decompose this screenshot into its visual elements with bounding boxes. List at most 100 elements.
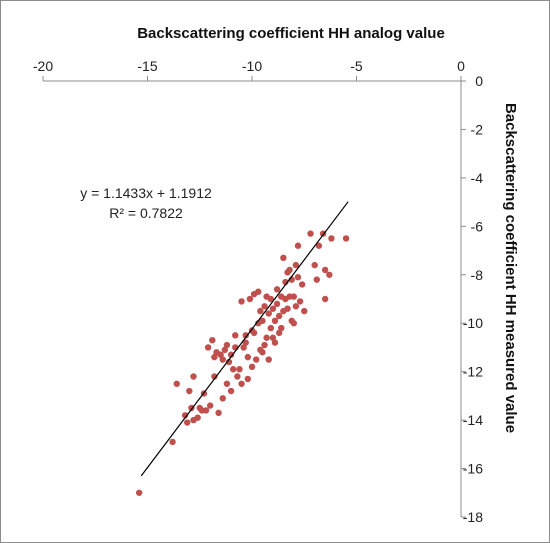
data-point	[227, 387, 235, 395]
data-point	[294, 274, 302, 281]
data-point	[284, 305, 291, 312]
data-point	[321, 266, 329, 274]
data-point	[215, 409, 222, 417]
data-point	[321, 295, 329, 303]
data-point	[211, 373, 218, 380]
data-point	[307, 230, 314, 237]
data-point	[286, 266, 293, 274]
x-axis-title: Backscattering coefficient HH analog val…	[137, 25, 445, 42]
data-point	[225, 358, 233, 366]
data-point	[202, 407, 210, 414]
data-point	[181, 412, 189, 419]
data-point	[219, 395, 226, 402]
y-axis-title: Backscattering coefficient HH measured v…	[502, 103, 519, 433]
trendline-equation: y = 1.1433x + 1.1912	[80, 185, 212, 201]
data-point	[269, 334, 277, 341]
data-point	[250, 329, 258, 337]
y-tick-label: -4	[471, 170, 484, 186]
data-point	[315, 242, 323, 249]
y-tick-label: -12	[463, 364, 483, 380]
data-point	[273, 300, 281, 308]
data-point	[257, 307, 264, 315]
data-point	[271, 339, 279, 346]
data-point	[273, 286, 281, 293]
data-point	[311, 261, 318, 269]
y-tick-label: -16	[463, 461, 483, 477]
y-tick-label: -10	[463, 315, 483, 331]
data-point	[219, 356, 226, 363]
data-point	[294, 242, 302, 249]
data-points	[135, 230, 350, 496]
data-point	[269, 305, 277, 312]
data-point	[246, 295, 254, 303]
data-point	[259, 349, 266, 356]
trendline-r-squared: R² = 0.7822	[109, 205, 183, 221]
data-point	[248, 363, 256, 371]
x-tick-label: -15	[137, 58, 157, 74]
x-tick-label: 0	[457, 58, 465, 74]
y-tick-label: -6	[471, 218, 484, 234]
data-point	[240, 344, 247, 351]
data-point	[267, 324, 275, 332]
data-point	[328, 235, 335, 242]
data-point	[265, 356, 272, 363]
data-point	[194, 414, 201, 421]
y-tick-label: -8	[471, 267, 484, 283]
y-tick-label: -14	[463, 412, 483, 428]
x-tick-label: -20	[33, 58, 53, 74]
data-point	[223, 380, 231, 387]
data-point	[244, 375, 252, 383]
data-point	[292, 303, 300, 310]
data-point	[184, 419, 191, 426]
data-point	[232, 332, 239, 339]
data-point	[135, 489, 143, 496]
y-tick-label: 0	[475, 73, 483, 89]
data-point	[173, 380, 180, 387]
data-point	[234, 373, 241, 380]
data-point	[280, 254, 287, 262]
x-tick-label: -10	[242, 58, 262, 74]
data-point	[263, 334, 270, 341]
y-tick-label: -18	[463, 509, 483, 525]
x-tick-label: -5	[350, 58, 363, 74]
data-point	[255, 288, 262, 295]
data-point	[342, 235, 350, 242]
data-point	[261, 341, 268, 349]
data-point	[186, 387, 193, 395]
data-point	[190, 373, 197, 380]
trendline	[140, 201, 349, 477]
data-point	[217, 351, 224, 358]
data-point	[169, 438, 176, 446]
data-point	[292, 261, 300, 269]
data-point	[227, 351, 235, 358]
data-point	[296, 298, 304, 305]
data-point	[242, 332, 249, 339]
data-point	[244, 353, 252, 361]
data-point	[261, 303, 268, 310]
data-point	[238, 298, 245, 305]
data-point	[265, 310, 272, 317]
data-point	[313, 276, 320, 283]
data-point	[204, 344, 212, 351]
data-point	[290, 320, 297, 327]
data-point	[229, 366, 237, 373]
data-point	[211, 353, 218, 361]
data-point	[298, 281, 306, 288]
data-point	[271, 317, 279, 324]
data-point	[290, 293, 297, 300]
data-point	[236, 366, 243, 373]
data-point	[242, 339, 249, 346]
data-point	[207, 402, 214, 409]
y-tick-label: -2	[471, 121, 484, 137]
data-point	[252, 356, 260, 363]
data-point	[259, 317, 266, 324]
data-point	[221, 346, 229, 354]
data-point	[267, 295, 275, 303]
data-point	[209, 336, 216, 344]
data-point	[238, 380, 245, 387]
data-point	[326, 271, 333, 278]
trendline-group	[140, 201, 349, 477]
data-point	[223, 341, 231, 349]
